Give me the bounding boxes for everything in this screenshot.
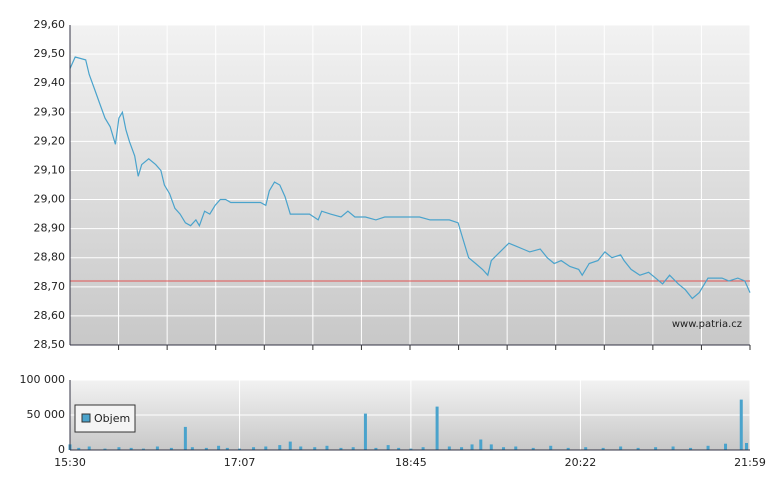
volume-bar [601, 447, 605, 450]
volume-bar [566, 447, 570, 450]
y-tick-label: 100 000 [20, 373, 66, 386]
volume-bar [225, 447, 229, 450]
y-tick-label: 0 [58, 443, 65, 456]
volume-bar [636, 447, 640, 450]
volume-bar [351, 447, 355, 450]
volume-bar [654, 447, 658, 450]
volume-bar [447, 446, 451, 450]
volume-bar [489, 444, 493, 450]
y-tick-label: 50 000 [27, 408, 66, 421]
volume-bar [77, 447, 81, 450]
x-tick-label: 21:59 [734, 456, 766, 469]
volume-bar [288, 441, 292, 450]
legend-swatch [81, 413, 91, 423]
volume-bar [363, 413, 367, 450]
volume-bar [299, 446, 303, 450]
y-tick-label: 29,60 [34, 18, 66, 31]
y-tick-label: 29,40 [34, 76, 66, 89]
watermark: www.patria.cz [672, 319, 742, 330]
volume-bar [117, 447, 121, 450]
y-tick-label: 29,00 [34, 193, 66, 206]
volume-bar [129, 447, 133, 450]
volume-bar [584, 447, 588, 450]
volume-bar [190, 447, 194, 450]
y-tick-label: 28,80 [34, 251, 66, 264]
volume-bar [103, 448, 107, 450]
volume-bar [238, 448, 242, 450]
volume-bar [87, 446, 91, 450]
volume-bar [325, 445, 329, 450]
volume-bar [470, 444, 474, 450]
volume-bar [397, 447, 401, 450]
volume-bar [671, 446, 675, 450]
y-tick-label: 29,20 [34, 134, 66, 147]
x-tick-label: 18:45 [395, 456, 427, 469]
y-tick-label: 29,10 [34, 163, 66, 176]
volume-bar [409, 448, 413, 450]
volume-bar [479, 439, 483, 450]
volume-bar [421, 447, 425, 450]
volume-bar [531, 447, 535, 450]
volume-bar [183, 426, 187, 450]
volume-bar [739, 399, 743, 450]
legend-label: Objem [94, 412, 130, 425]
volume-bar [252, 447, 256, 450]
y-tick-label: 29,50 [34, 47, 66, 60]
legend: Objem [74, 404, 136, 433]
volume-bar [155, 446, 159, 450]
volume-bar [374, 447, 378, 450]
volume-bar [264, 446, 268, 450]
volume-bar [313, 447, 317, 450]
x-tick-label: 20:22 [565, 456, 597, 469]
volume-bar [141, 448, 145, 450]
volume-bar [689, 447, 693, 450]
x-tick-label: 17:07 [224, 456, 256, 469]
y-tick-label: 29,30 [34, 105, 66, 118]
y-tick-label: 28,50 [34, 338, 66, 351]
x-tick-label: 15:30 [54, 456, 86, 469]
volume-bar [169, 447, 173, 450]
volume-bar [386, 445, 390, 450]
volume-bar [514, 446, 518, 450]
y-tick-label: 28,90 [34, 222, 66, 235]
volume-bar [724, 443, 728, 450]
volume-bar [278, 445, 282, 450]
volume-bar [435, 406, 439, 450]
volume-bar [549, 445, 553, 450]
y-tick-label: 28,60 [34, 309, 66, 322]
price-line [69, 56, 751, 300]
volume-bar [460, 447, 464, 450]
volume-bar [339, 447, 343, 450]
volume-bar [204, 447, 208, 450]
volume-bar [502, 447, 506, 450]
volume-bar [706, 445, 710, 450]
volume-bar [217, 445, 221, 450]
volume-bar [745, 443, 749, 450]
y-tick-label: 28,70 [34, 280, 66, 293]
volume-bar [619, 446, 623, 450]
